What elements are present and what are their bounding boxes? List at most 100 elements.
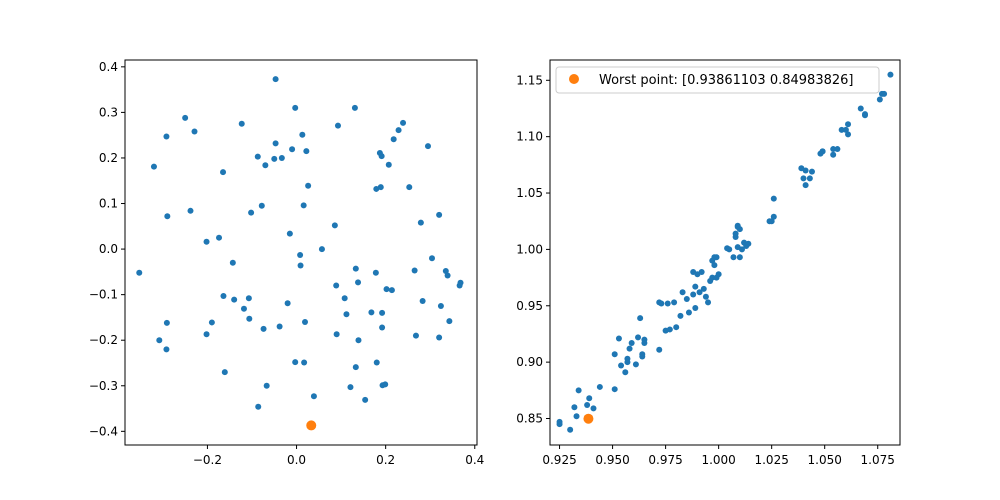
data-point bbox=[830, 146, 837, 153]
data-point bbox=[639, 353, 646, 360]
data-point bbox=[671, 299, 678, 306]
data-point bbox=[377, 184, 384, 191]
data-point bbox=[331, 222, 338, 229]
data-point bbox=[136, 269, 143, 276]
data-point bbox=[584, 401, 591, 408]
data-point bbox=[590, 405, 597, 412]
x-tick-label: 0.2 bbox=[376, 453, 395, 467]
y-tick-label: −0.3 bbox=[89, 379, 118, 393]
data-point bbox=[299, 131, 306, 138]
data-point bbox=[637, 315, 644, 322]
x-tick-label: 0.4 bbox=[465, 453, 484, 467]
data-point bbox=[286, 230, 293, 237]
data-point bbox=[419, 298, 426, 305]
data-point bbox=[284, 300, 291, 307]
y-tick-label: 1.15 bbox=[516, 73, 543, 87]
data-point bbox=[842, 126, 849, 133]
data-point bbox=[586, 395, 593, 402]
data-point bbox=[845, 121, 852, 128]
data-point bbox=[203, 331, 210, 338]
data-point bbox=[800, 175, 807, 182]
data-point bbox=[303, 148, 310, 155]
data-point bbox=[379, 324, 386, 331]
data-point bbox=[333, 282, 340, 289]
data-point bbox=[862, 111, 868, 118]
y-tick-label: 0.0 bbox=[99, 242, 118, 256]
data-point bbox=[300, 202, 307, 209]
axes-frame bbox=[549, 59, 901, 446]
data-point bbox=[246, 315, 253, 322]
data-point bbox=[658, 300, 665, 307]
data-point bbox=[698, 268, 705, 275]
data-point bbox=[641, 339, 648, 346]
legend-box bbox=[555, 66, 880, 94]
data-point bbox=[624, 359, 631, 366]
data-point bbox=[768, 218, 775, 225]
worst-point-marker bbox=[306, 420, 317, 431]
data-point bbox=[400, 119, 407, 126]
y-tick-label: 1.05 bbox=[516, 186, 543, 200]
data-point bbox=[881, 90, 888, 97]
data-point bbox=[220, 293, 227, 300]
data-point bbox=[395, 127, 402, 134]
data-point bbox=[736, 226, 743, 233]
y-tick-label: 0.90 bbox=[516, 355, 543, 369]
data-point bbox=[690, 291, 697, 298]
data-point bbox=[260, 325, 267, 332]
data-point bbox=[240, 305, 247, 312]
data-point bbox=[341, 295, 348, 302]
data-point bbox=[692, 283, 699, 290]
data-point bbox=[216, 234, 223, 241]
data-point bbox=[711, 262, 718, 269]
y-tick-label: 0.4 bbox=[99, 60, 118, 74]
data-point bbox=[571, 404, 578, 411]
data-point bbox=[808, 168, 815, 175]
x-tick-label: 1.075 bbox=[861, 453, 895, 467]
data-point bbox=[289, 146, 296, 153]
data-point bbox=[745, 240, 752, 247]
data-point bbox=[611, 351, 618, 358]
data-point bbox=[362, 396, 369, 403]
left-scatter-panel: −0.2 0.0 0.2 0.4 −0.4 −0.3 −0.2 −0.1 0.0 0.1 0.2 0.… bbox=[89, 59, 484, 467]
data-point bbox=[656, 346, 663, 353]
data-point bbox=[351, 104, 358, 111]
data-point bbox=[615, 335, 622, 342]
data-point bbox=[163, 319, 170, 326]
x-tick-label: 0.925 bbox=[542, 453, 576, 467]
data-point bbox=[276, 323, 283, 330]
data-point bbox=[258, 202, 265, 209]
data-point bbox=[310, 393, 317, 400]
data-point bbox=[355, 279, 362, 286]
data-point bbox=[673, 324, 680, 331]
data-point bbox=[352, 265, 359, 272]
data-point bbox=[383, 286, 390, 293]
data-point bbox=[429, 255, 435, 262]
data-point bbox=[248, 209, 255, 216]
y-tick-label: 0.2 bbox=[99, 151, 118, 165]
data-point bbox=[819, 148, 826, 155]
data-point bbox=[635, 334, 642, 341]
x-tick-label: 0.0 bbox=[287, 453, 306, 467]
data-point bbox=[436, 334, 443, 341]
data-point bbox=[292, 359, 299, 366]
data-point bbox=[573, 413, 580, 420]
y-tick-label: 0.85 bbox=[516, 412, 543, 426]
legend: Worst point: [0.93861103 0.84983826] bbox=[555, 66, 880, 94]
data-point bbox=[368, 309, 375, 316]
data-point bbox=[628, 339, 635, 346]
data-point bbox=[887, 71, 894, 78]
data-point bbox=[738, 246, 745, 253]
data-point bbox=[806, 175, 813, 182]
data-point bbox=[150, 163, 157, 170]
data-point bbox=[442, 267, 449, 274]
data-point bbox=[876, 96, 883, 103]
data-point bbox=[333, 331, 340, 338]
data-point bbox=[254, 153, 261, 160]
data-point bbox=[626, 345, 633, 352]
data-point bbox=[255, 403, 262, 410]
y-tick-label: 0.1 bbox=[99, 197, 118, 211]
data-point bbox=[666, 326, 673, 333]
data-point bbox=[444, 272, 451, 279]
data-point bbox=[272, 140, 279, 147]
data-point bbox=[352, 364, 359, 371]
